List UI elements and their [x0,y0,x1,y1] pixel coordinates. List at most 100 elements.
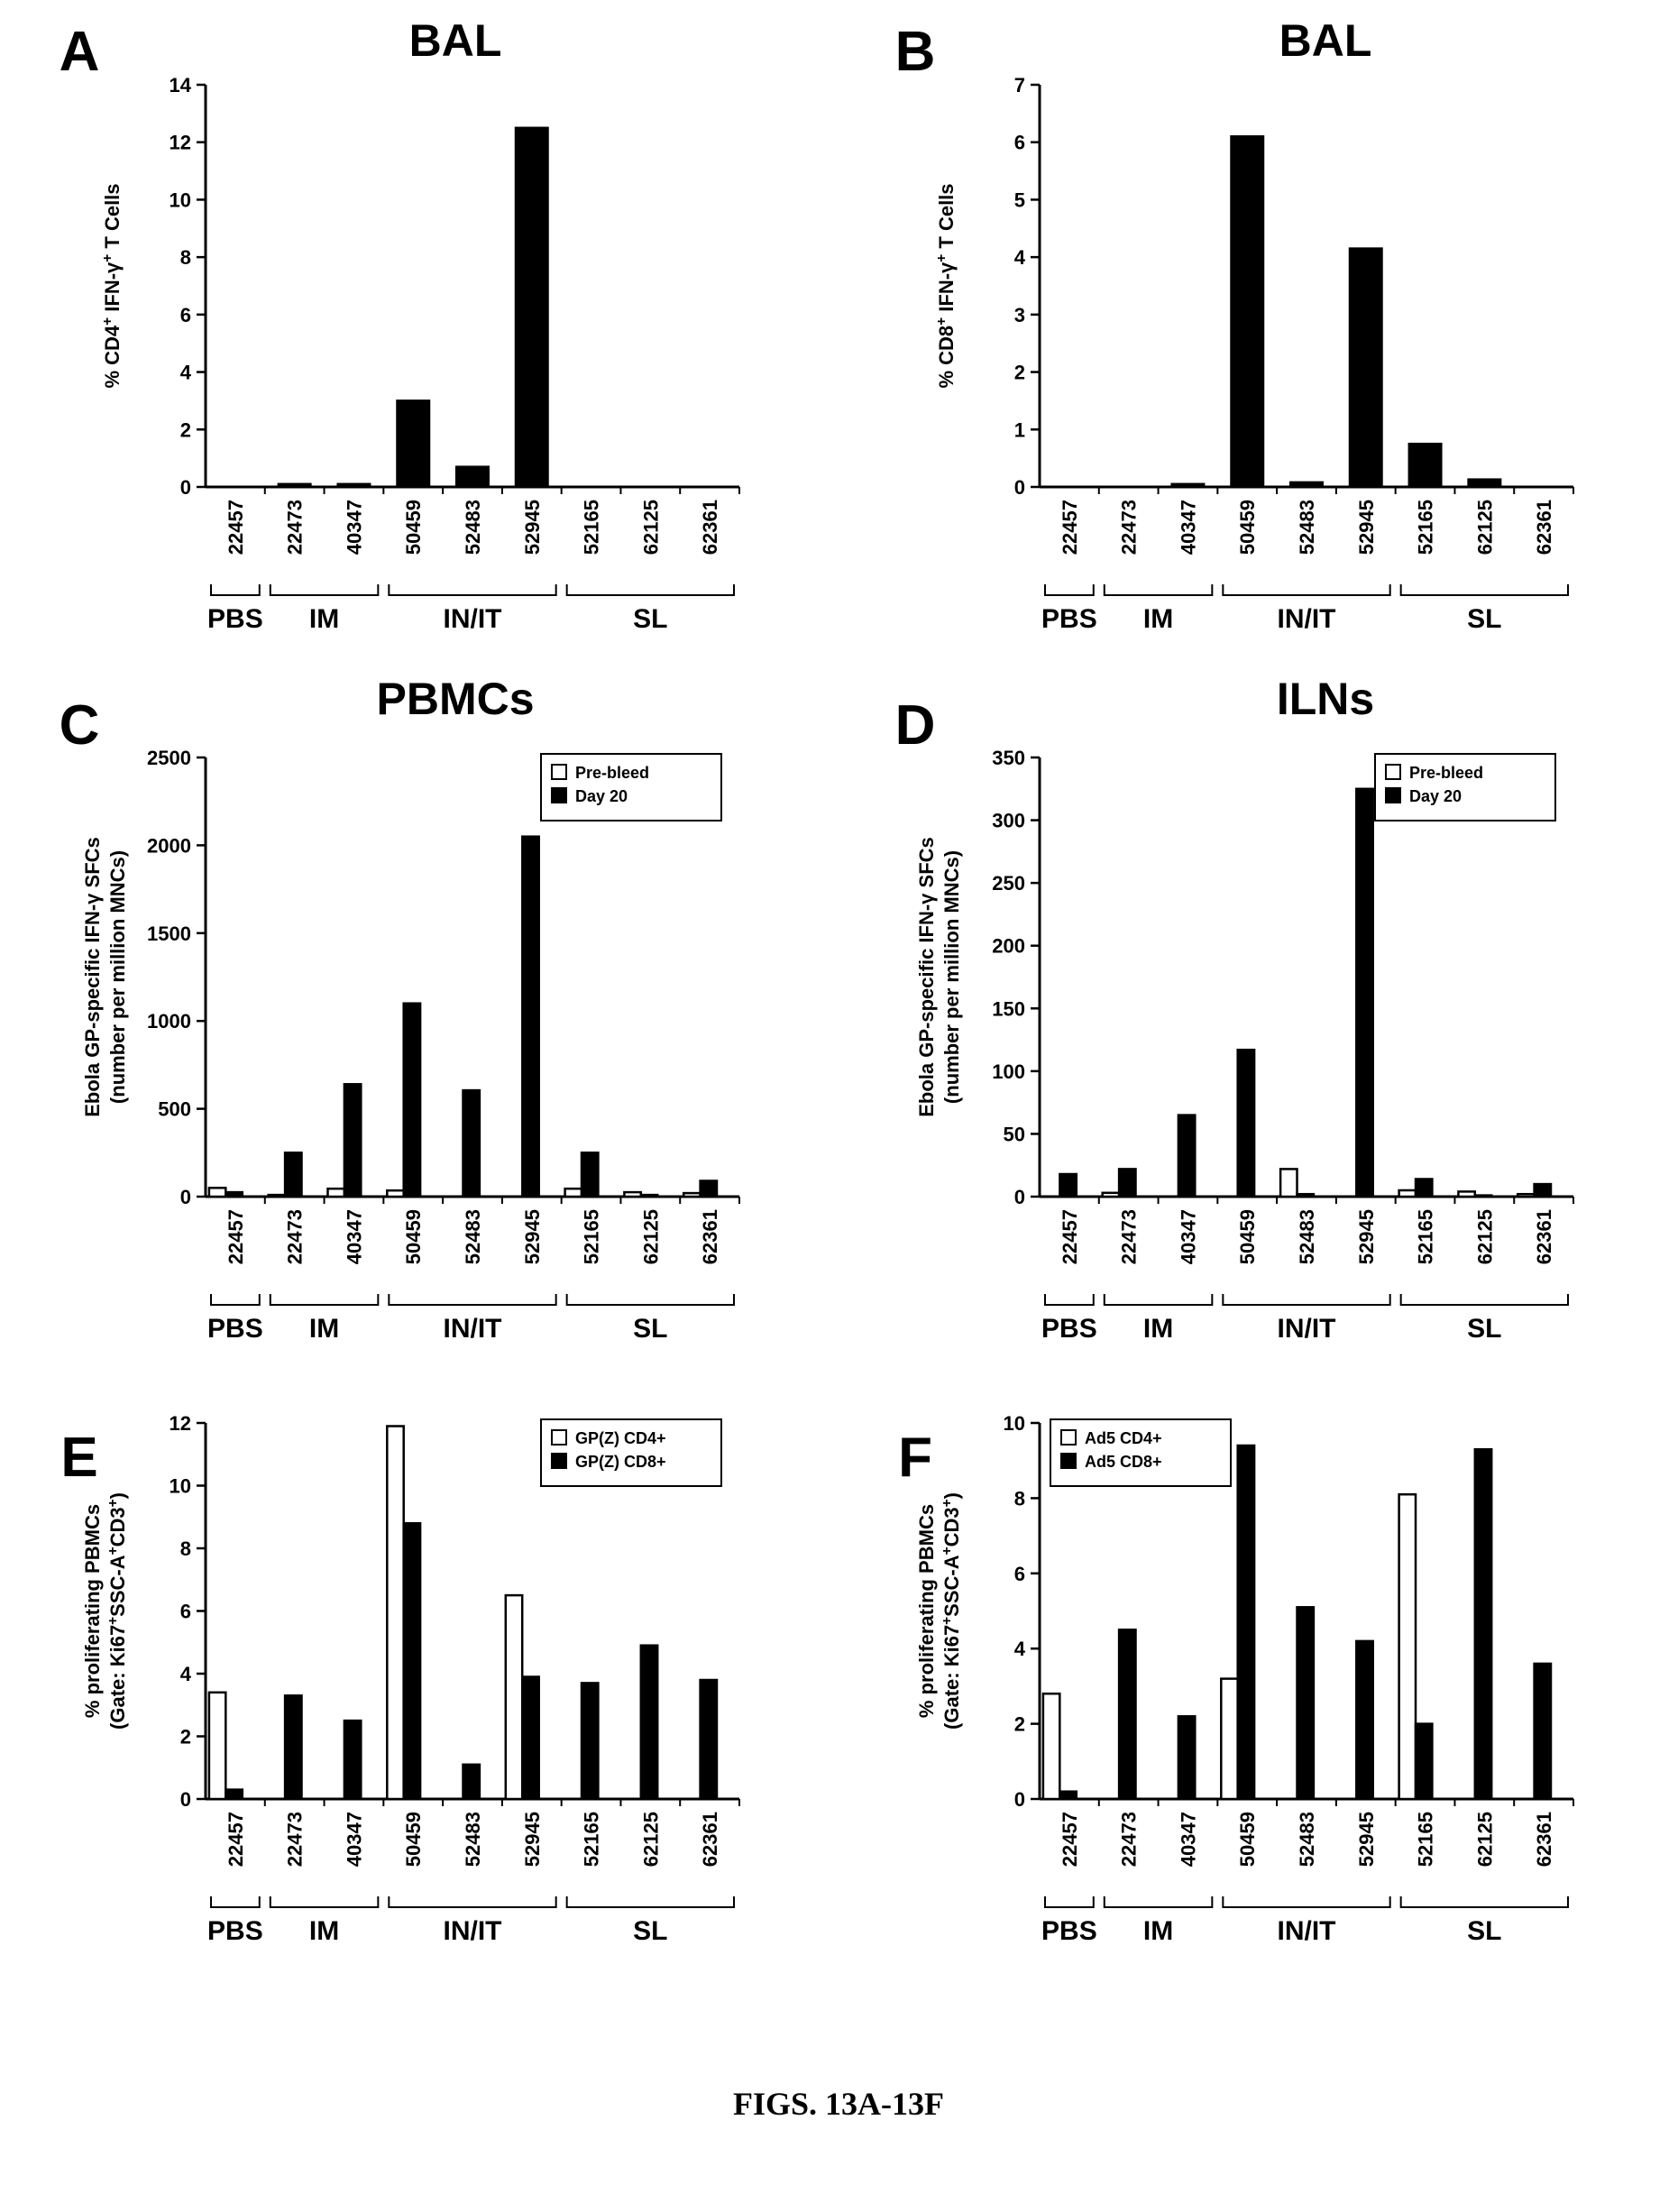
group-label: SL [633,1916,667,1946]
y-tick-label: 10 [170,188,191,211]
group-bracket [565,1896,735,1908]
panel-title: ILNs [1277,674,1374,724]
group-bracket [1399,1294,1569,1306]
y-axis-label-line2: (number per million MNCs) [106,850,129,1104]
bar-gp-z-cd4--52945 [504,1593,524,1801]
x-category-label: 22473 [284,1209,307,1264]
group-bracket [269,1896,380,1908]
y-tick-label: 0 [180,476,191,499]
bar-value-40347 [1170,482,1206,489]
panel-letter: B [895,21,936,83]
bar-day-20-40347 [1177,1114,1197,1198]
bar-day-20-52165 [1414,1178,1434,1198]
bar-pre-bleed-62125 [623,1190,643,1198]
y-tick-label: 0 [180,1186,191,1208]
panel-title: BAL [409,15,502,66]
x-category-label: 62361 [1533,1812,1555,1867]
bar-pre-bleed-22473 [1101,1191,1121,1198]
bar-gp-z-cd8--52483 [462,1763,481,1801]
x-category-label: 62125 [1473,500,1496,555]
bar-pre-bleed-62361 [1516,1192,1536,1198]
x-category-label: 62361 [699,1812,721,1867]
x-category-label: 52945 [1355,1209,1378,1264]
group-bracket [210,584,261,596]
group-label: SL [633,1314,667,1344]
y-tick-label: 2500 [147,747,191,769]
x-category-label: 52945 [521,1812,544,1867]
y-tick-label: 3 [1014,304,1025,326]
x-category-label: 52165 [1415,1209,1437,1264]
x-category-label: 52483 [1296,1812,1318,1867]
bar-gp-z-cd8--52945 [521,1675,540,1801]
y-tick-label: 6 [180,304,191,326]
bar-day-20-62361 [699,1179,719,1198]
x-category-label: 62361 [1533,500,1555,555]
legend-box [540,1418,722,1487]
group-bracket [1222,1294,1391,1306]
legend-label: Ad5 CD4+ [1085,1429,1162,1447]
bar-day-20-52165 [580,1152,600,1198]
y-tick-label: 8 [1014,1487,1025,1510]
group-label: IN/IT [444,1916,502,1946]
x-category-label: 62125 [1473,1209,1496,1264]
bar-ad5-cd8--22473 [1117,1629,1137,1801]
bar-value-50459 [396,399,431,489]
bar-gp-z-cd8--50459 [402,1521,422,1801]
group-bracket [1103,1294,1214,1306]
bar-value-52483 [454,465,490,489]
y-tick-label: 300 [992,810,1025,832]
legend-box [1050,1418,1232,1487]
y-tick-label: 2 [180,418,191,441]
y-axis-label: % CD4+ IFN-γ+ T Cells [100,183,124,388]
chart-panel-a: A BAL 0 2 4 6 8 10 12 14 % CD4+ IFN-γ+ T Cells 2245… [60,15,740,634]
x-category-label: 62125 [639,1209,662,1264]
y-tick-label: 0 [1014,1788,1025,1811]
y-axis-label: Ebola GP-specific IFN-γ SFCs [915,837,938,1117]
group-label: SL [1467,1314,1501,1344]
x-category-label: 22473 [1118,1812,1141,1867]
x-category-label: 62125 [639,1812,662,1867]
x-category-label: 52483 [462,1812,484,1867]
y-tick-label: 500 [158,1098,191,1121]
group-label: IN/IT [1278,604,1336,634]
x-category-label: 52165 [1415,1812,1437,1867]
x-category-label: 22457 [225,1812,247,1867]
x-category-label: 62125 [639,500,662,555]
bar-value-22473 [277,482,312,489]
panel-title: BAL [1279,15,1372,66]
bar-day-20-62125 [639,1193,659,1198]
legend-swatch [1060,1429,1077,1446]
bar-ad5-cd8--52945 [1355,1639,1374,1801]
legend-label: GP(Z) CD4+ [575,1429,666,1447]
group-bracket [269,1294,380,1306]
y-axis-label-line2: (number per million MNCs) [940,850,963,1104]
chart-panel-c: C PBMCs 0 500 1000 1500 2000 2500 Ebola GP-speci… [60,674,740,1344]
y-tick-label: 350 [992,747,1025,769]
legend-swatch [1060,1453,1077,1469]
y-tick-label: 200 [992,935,1025,958]
x-category-label: 22457 [1059,1812,1081,1867]
group-label: IM [309,604,339,634]
legend-box [540,753,722,821]
bar-ad5-cd4--22457 [1041,1692,1061,1801]
x-category-label: 40347 [343,1812,365,1867]
y-axis-label: % CD8+ IFN-γ+ T Cells [934,183,958,388]
y-tick-label: 100 [992,1060,1025,1083]
group-label: PBS [207,604,263,634]
y-tick-label: 0 [180,1788,191,1811]
x-category-label: 22473 [284,1812,307,1867]
bar-pre-bleed-62125 [1457,1190,1477,1198]
bar-day-20-22473 [1117,1168,1137,1198]
bar-day-20-40347 [343,1083,362,1198]
y-tick-label: 2 [1014,1713,1025,1736]
legend-swatch [551,1453,567,1469]
legend-swatch [1385,787,1401,803]
bar-ad5-cd8--50459 [1236,1444,1256,1801]
y-tick-label: 150 [992,997,1025,1020]
y-tick-label: 4 [1014,1638,1026,1660]
bar-value-62125 [1467,478,1502,489]
x-category-label: 22473 [1118,500,1141,555]
y-tick-label: 2 [180,1726,191,1748]
group-label: IM [1143,1314,1173,1344]
